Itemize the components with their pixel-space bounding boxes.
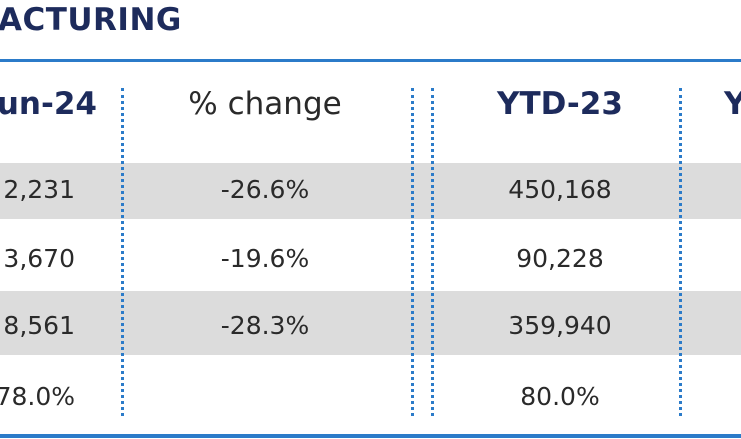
table-cell: 78.0% (0, 382, 75, 411)
table-cell: 8,561 (3, 311, 75, 340)
table-cell: 2,231 (3, 175, 75, 204)
table-cell: -19.6% (220, 244, 310, 273)
table-cell: 3,670 (3, 244, 75, 273)
title: ACTURING (0, 2, 182, 38)
divider (121, 88, 124, 416)
table-cell: 80.0% (520, 382, 600, 411)
table-cell: -26.6% (220, 175, 310, 204)
table-cell: 450,168 (508, 175, 612, 204)
table-cell: 359,940 (508, 311, 612, 340)
divider (431, 88, 434, 416)
divider (411, 88, 414, 416)
table-cell: -28.3% (220, 311, 310, 340)
divider (679, 88, 682, 416)
bottom-rule (0, 434, 741, 438)
column-header: % change (188, 86, 342, 122)
column-header: YTD-23 (497, 86, 623, 122)
column-header: un-24 (0, 86, 97, 122)
column-header: Y (724, 86, 741, 122)
table-cell: 90,228 (516, 244, 604, 273)
top-rule (0, 59, 741, 62)
